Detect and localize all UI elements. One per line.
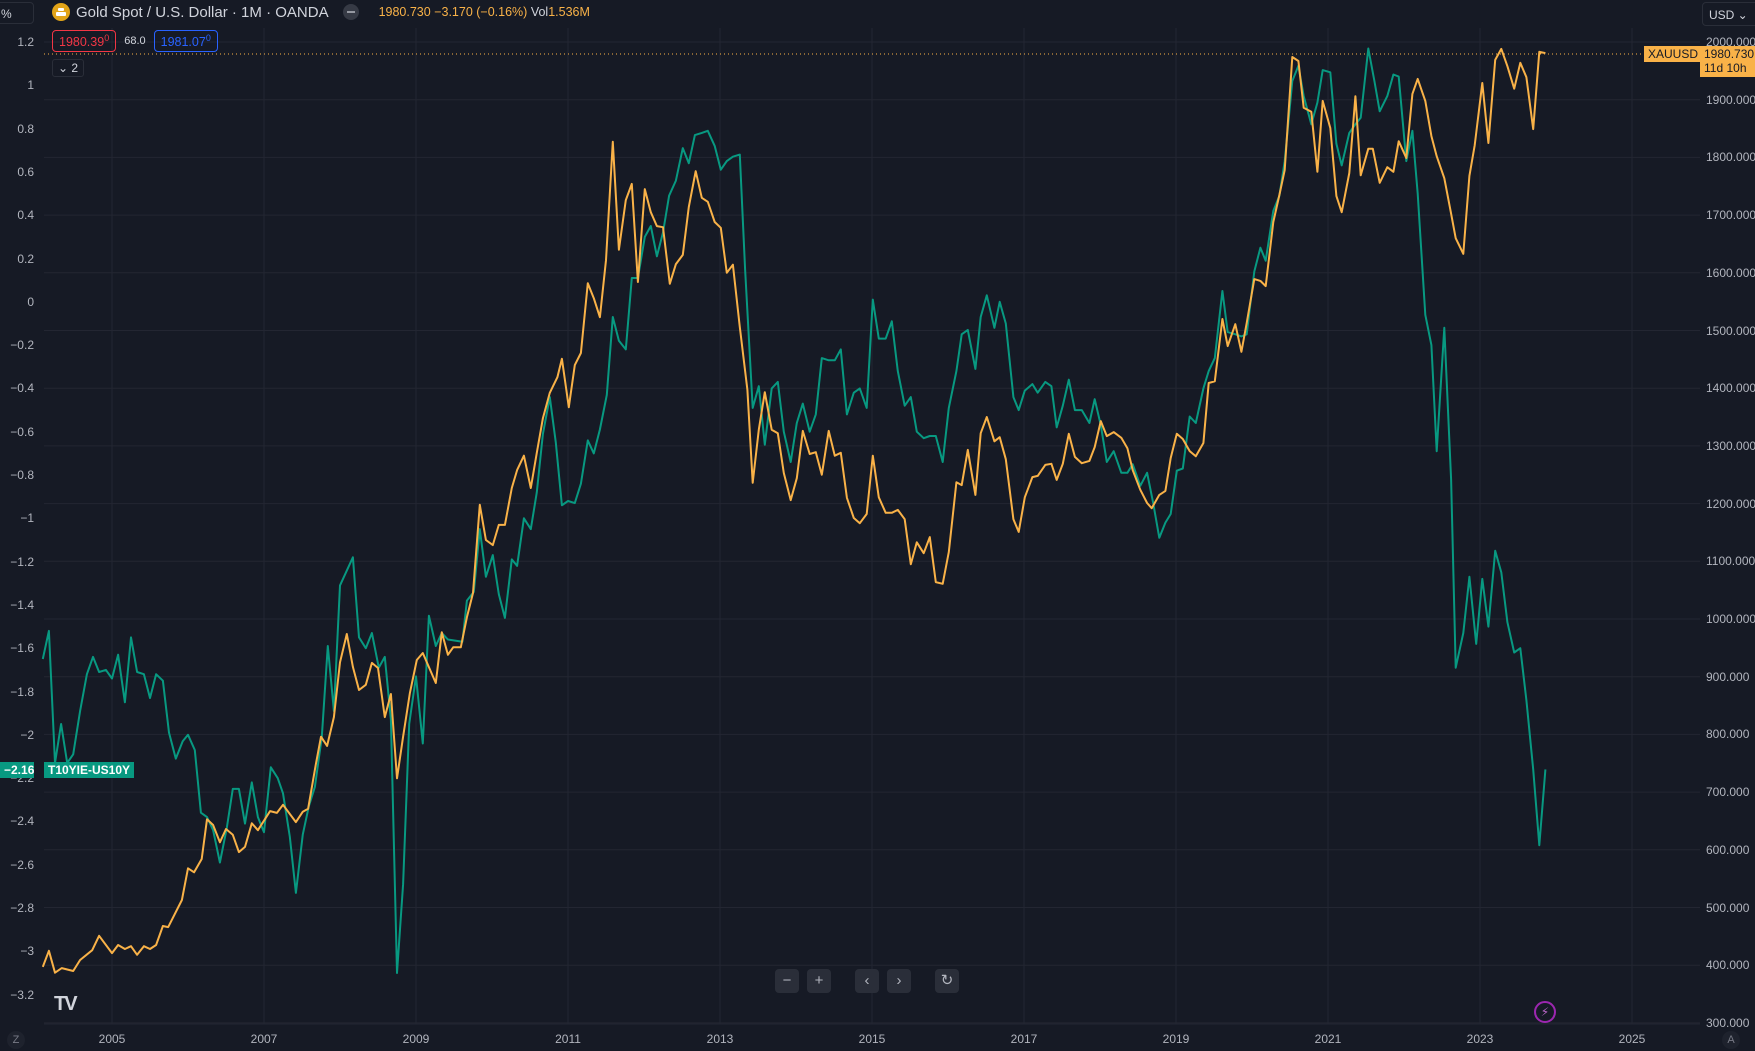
- right-axis-tick: 1000.000: [1706, 612, 1755, 626]
- left-axis-tick: −1.2: [10, 554, 34, 569]
- tradingview-logo[interactable]: TV: [54, 993, 78, 1015]
- last-price-label: 1980.730 11d 10h: [1700, 46, 1755, 77]
- time-axis-tick: 2021: [1314, 1032, 1342, 1046]
- left-axis-tick: −1.4: [10, 597, 34, 612]
- currency-select[interactable]: USD ⌄: [1702, 2, 1755, 26]
- left-axis-tick: −0.2: [10, 338, 34, 353]
- right-axis-tick: 1700.000: [1706, 208, 1755, 223]
- left-axis-tick: 1.2: [17, 35, 34, 49]
- reset-chart-button[interactable]: ↻: [935, 969, 959, 993]
- scroll-right-button[interactable]: ›: [887, 969, 911, 993]
- time-axis-tick: 2005: [98, 1032, 126, 1046]
- left-axis-tick: 0.6: [17, 164, 34, 179]
- time-axis-tick: 2025: [1618, 1032, 1646, 1046]
- left-axis-tick: 0.4: [17, 208, 34, 223]
- sell-button[interactable]: 1980.390: [52, 30, 117, 53]
- right-axis-tick: 1800.000: [1706, 150, 1755, 165]
- last-value: 1980.730: [378, 5, 431, 19]
- buy-sell-panel: 1980.390 68.0 1981.070: [52, 30, 218, 53]
- zoom-out-button[interactable]: −: [775, 969, 799, 993]
- right-axis-tick: 600.000: [1706, 842, 1750, 857]
- time-axis-tick: 2011: [555, 1032, 581, 1046]
- buy-button[interactable]: 1981.070: [153, 30, 218, 53]
- volume-value: 1.536M: [548, 5, 590, 19]
- right-axis-tick: 1600.000: [1706, 265, 1755, 280]
- time-axis-tick: 2013: [706, 1032, 734, 1046]
- left-axis-tick: −2: [20, 727, 34, 742]
- zoom-mode-button[interactable]: Z: [7, 1031, 25, 1049]
- right-axis-tick: 1300.000: [1706, 438, 1755, 453]
- right-axis-tick: 500.000: [1706, 900, 1750, 915]
- left-axis-tick: 1: [27, 78, 34, 93]
- gold-bars-icon: [52, 3, 70, 21]
- chart-navigation: − + ‹ › ↻: [775, 969, 959, 993]
- left-axis-tick: −1.8: [10, 684, 34, 699]
- left-axis-tick: 0.2: [17, 251, 34, 266]
- left-axis-tick: −1.6: [10, 641, 34, 656]
- auto-scale-button[interactable]: A: [1722, 1031, 1740, 1049]
- right-axis-tick: 1400.000: [1706, 381, 1755, 396]
- time-axis-tick: 2023: [1466, 1032, 1494, 1046]
- indicators-toggle[interactable]: ⌄ 2: [52, 59, 85, 77]
- right-axis-tick: 700.000: [1706, 785, 1750, 800]
- left-axis-tick: −2.4: [10, 814, 34, 829]
- left-axis-tick: −3: [20, 944, 34, 959]
- time-axis-tick: 2019: [1162, 1032, 1190, 1046]
- zoom-in-button[interactable]: +: [807, 969, 831, 993]
- left-axis-tick: −0.6: [10, 424, 34, 439]
- right-axis-tick: 800.000: [1706, 727, 1750, 742]
- lightning-icon[interactable]: ⚡: [1534, 1001, 1556, 1023]
- change-value: −3.170 (−0.16%): [434, 5, 528, 19]
- left-axis-tick: 0.8: [17, 121, 34, 136]
- right-axis-tick: 300.000: [1706, 1015, 1750, 1030]
- right-axis-tick: 2000.000: [1706, 35, 1755, 49]
- right-axis-tick: 900.000: [1706, 669, 1750, 684]
- time-axis-tick: 2017: [1010, 1032, 1038, 1046]
- xauusd-line: [41, 47, 1546, 974]
- time-axis-tick: 2009: [402, 1032, 430, 1046]
- symbol-title[interactable]: Gold Spot / U.S. Dollar · 1M · OANDA: [76, 3, 329, 21]
- spread-last-value: −2.16: [0, 762, 34, 778]
- hide-series-icon[interactable]: [342, 4, 359, 20]
- right-axis-tick: 1200.000: [1706, 496, 1755, 511]
- left-axis-tick: −2.6: [10, 857, 34, 872]
- left-axis-tick: −1: [20, 511, 34, 526]
- grid-lines: [44, 28, 1700, 1025]
- right-axis-tick: 1900.000: [1706, 92, 1755, 107]
- symbol-tag: XAUUSD: [1644, 46, 1703, 62]
- volume-label: Vol: [530, 5, 549, 19]
- scroll-left-button[interactable]: ‹: [855, 969, 879, 993]
- left-axis-tick: 0: [27, 294, 34, 309]
- right-axis-tick: 1100.000: [1706, 554, 1755, 569]
- ohlc-values: 1980.730 −3.170 (−0.16%) Vol1.536M: [379, 5, 590, 19]
- symbol-legend: Gold Spot / U.S. Dollar · 1M · OANDA 198…: [52, 3, 590, 21]
- right-axis-tick: 1500.000: [1706, 323, 1755, 338]
- scale-mode-button[interactable]: %: [0, 2, 34, 24]
- left-axis-tick: −0.8: [10, 468, 34, 482]
- spread-value: 68.0: [124, 35, 146, 48]
- t10yie-us10y-line: [41, 47, 1547, 974]
- left-axis-tick: −3.2: [10, 987, 34, 1002]
- time-axis-tick: 2015: [858, 1032, 886, 1046]
- left-axis-tick: −0.4: [10, 381, 34, 396]
- right-axis-tick: 400.000: [1706, 958, 1750, 973]
- bar-countdown: 11d 10h: [1704, 61, 1747, 75]
- spread-series-tag: T10YIE-US10Y: [44, 762, 135, 778]
- left-axis-tick: −2.8: [10, 901, 34, 915]
- time-axis-tick: 2007: [250, 1032, 278, 1046]
